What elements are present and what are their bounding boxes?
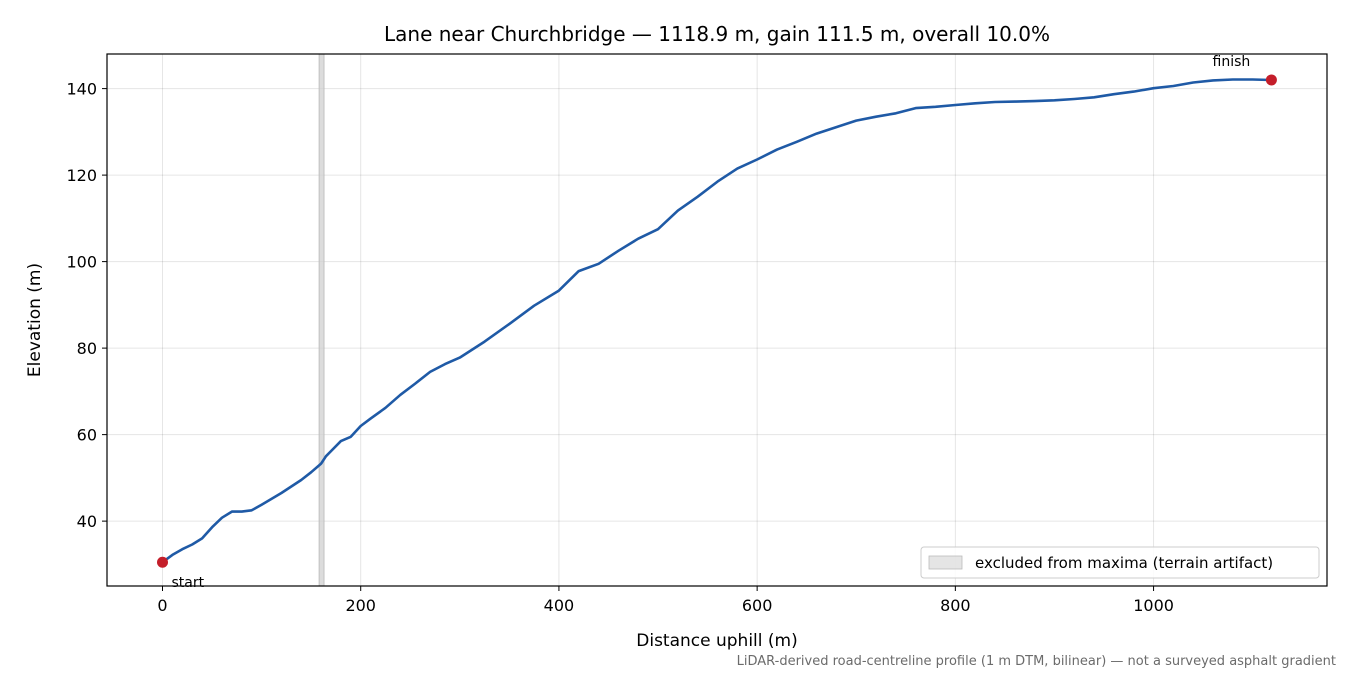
marker-layer	[156, 74, 1277, 568]
excluded-band-layer	[318, 53, 325, 587]
x-tick-label: 1000	[1133, 596, 1174, 615]
finish-label: finish	[1213, 54, 1251, 70]
x-tick-label: 600	[742, 596, 773, 615]
legend-box	[920, 546, 1320, 579]
plot-frame	[106, 53, 1328, 587]
y-tick-label: 120	[66, 166, 97, 185]
series-line-layer	[161, 78, 1273, 564]
y-tick-label: 140	[66, 80, 97, 99]
y-tick-label: 100	[66, 253, 97, 272]
finish-marker	[1265, 74, 1277, 86]
start-label: start	[171, 575, 204, 591]
grid-layer	[107, 54, 1327, 586]
y-tick-label: 60	[77, 426, 97, 445]
x-axis-title: Distance uphill (m)	[636, 631, 797, 651]
start-marker	[156, 556, 168, 568]
y-axis-title: Elevation (m)	[25, 263, 45, 377]
x-tick-label: 200	[345, 596, 376, 615]
y-tick-label: 40	[77, 512, 97, 531]
x-tick-label: 800	[940, 596, 971, 615]
footnote: LiDAR-derived road-centreline profile (1…	[737, 654, 1336, 669]
x-tick-label: 400	[544, 596, 575, 615]
legend: excluded from maxima (terrain artifact)	[920, 546, 1320, 579]
excluded-band	[318, 53, 325, 587]
legend-label-excluded: excluded from maxima (terrain artifact)	[975, 554, 1273, 572]
elevation-line	[161, 78, 1273, 564]
tick-layer: 0 200 400 600 800 1000 40 60 80 100 120 140	[66, 80, 1173, 615]
x-tick-label: 0	[157, 596, 167, 615]
legend-swatch-excluded	[928, 555, 963, 570]
y-tick-label: 80	[77, 339, 97, 358]
chart-title: Lane near Churchbridge — 1118.9 m, gain …	[384, 22, 1050, 46]
